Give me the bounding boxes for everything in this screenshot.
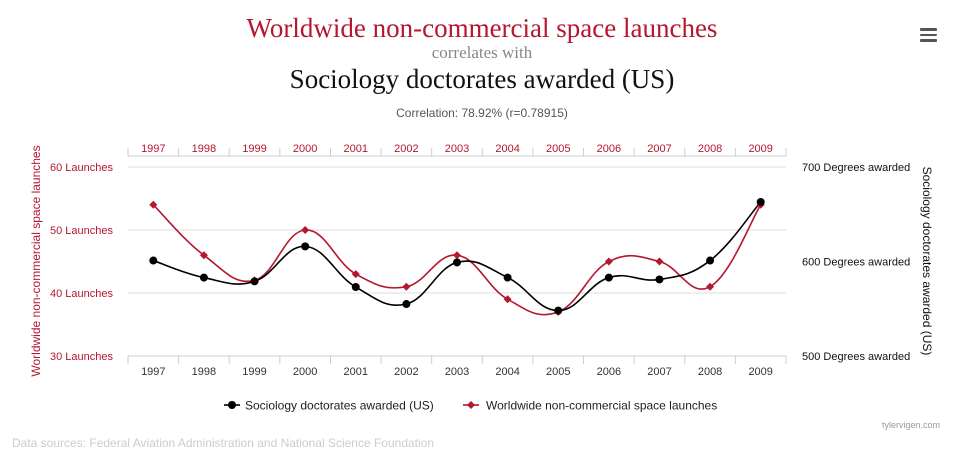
point-doctorates-2004[interactable] bbox=[503, 273, 512, 282]
point-launches-2003[interactable] bbox=[453, 251, 461, 260]
legend-label-launches[interactable]: Worldwide non-commercial space launches bbox=[486, 399, 717, 413]
point-launches-2000[interactable] bbox=[301, 226, 310, 234]
point-launches-1997[interactable] bbox=[149, 200, 158, 209]
y-right-label-600: 600 Degrees awarded bbox=[802, 257, 910, 269]
y-right-title: Sociology doctorates awarded (US) bbox=[920, 167, 934, 356]
point-doctorates-2005[interactable] bbox=[554, 306, 563, 315]
chart-title-block: Worldwide non-commercial space launches … bbox=[0, 12, 964, 96]
title-correlates-with: correlates with bbox=[431, 43, 533, 62]
y-left-label-60: 60 Launches bbox=[50, 162, 113, 174]
point-launches-2006[interactable] bbox=[604, 257, 613, 266]
data-sources: Data sources: Federal Aviation Administr… bbox=[12, 436, 435, 450]
x-label-bottom-2007: 2007 bbox=[647, 366, 671, 378]
x-label-bottom-1998: 1998 bbox=[192, 366, 216, 378]
point-doctorates-2009[interactable] bbox=[756, 197, 765, 206]
x-label-bottom-1997: 1997 bbox=[141, 366, 165, 378]
x-label-bottom-2006: 2006 bbox=[597, 366, 621, 378]
y-left-title: Worldwide non-commercial space launches bbox=[29, 145, 43, 376]
x-label-top-1999: 1999 bbox=[242, 143, 266, 155]
x-label-top-2003: 2003 bbox=[445, 143, 469, 155]
point-doctorates-2000[interactable] bbox=[301, 242, 310, 251]
point-doctorates-2006[interactable] bbox=[604, 273, 613, 282]
x-label-top-2007: 2007 bbox=[647, 143, 671, 155]
legend-marker-doctorates[interactable] bbox=[228, 401, 236, 409]
point-doctorates-1997[interactable] bbox=[149, 256, 158, 265]
y-right-label-700: 700 Degrees awarded bbox=[802, 162, 910, 174]
y-left-label-40: 40 Launches bbox=[50, 288, 113, 300]
point-doctorates-2002[interactable] bbox=[402, 300, 411, 309]
point-doctorates-2001[interactable] bbox=[351, 283, 360, 292]
correlation-text: Correlation: 78.92% (r=0.78915) bbox=[396, 106, 568, 120]
point-doctorates-1998[interactable] bbox=[199, 273, 208, 282]
x-label-bottom-2005: 2005 bbox=[546, 366, 570, 378]
point-doctorates-2007[interactable] bbox=[655, 275, 664, 284]
x-label-top-2000: 2000 bbox=[293, 143, 317, 155]
x-label-bottom-2000: 2000 bbox=[293, 366, 317, 378]
point-doctorates-1999[interactable] bbox=[250, 277, 259, 286]
x-label-bottom-2009: 2009 bbox=[748, 366, 772, 378]
x-label-top-2001: 2001 bbox=[344, 143, 368, 155]
point-launches-2002[interactable] bbox=[402, 282, 411, 291]
point-launches-1998[interactable] bbox=[199, 251, 208, 260]
y-left-label-30: 30 Launches bbox=[50, 351, 113, 363]
point-doctorates-2003[interactable] bbox=[453, 258, 461, 267]
site-credit[interactable]: tylervigen.com bbox=[881, 420, 940, 430]
legend-marker-launches[interactable] bbox=[467, 401, 475, 409]
y-left-label-50: 50 Launches bbox=[50, 225, 113, 237]
x-label-bottom-2003: 2003 bbox=[445, 366, 469, 378]
point-launches-2008[interactable] bbox=[706, 282, 715, 291]
title-launches: Worldwide non-commercial space launches bbox=[246, 13, 718, 43]
legend-label-doctorates[interactable]: Sociology doctorates awarded (US) bbox=[245, 399, 434, 413]
point-launches-2001[interactable] bbox=[351, 270, 360, 279]
x-label-top-2006: 2006 bbox=[597, 143, 621, 155]
y-right-label-500: 500 Degrees awarded bbox=[802, 351, 910, 363]
point-doctorates-2008[interactable] bbox=[706, 256, 715, 265]
x-label-top-2002: 2002 bbox=[394, 143, 418, 155]
x-label-top-2004: 2004 bbox=[495, 143, 519, 155]
x-label-bottom-2008: 2008 bbox=[698, 366, 722, 378]
x-label-top-1998: 1998 bbox=[192, 143, 216, 155]
x-label-top-2008: 2008 bbox=[698, 143, 722, 155]
x-label-bottom-1999: 1999 bbox=[242, 366, 266, 378]
hamburger-menu-icon[interactable] bbox=[920, 28, 937, 42]
x-label-bottom-2004: 2004 bbox=[495, 366, 519, 378]
title-doctorates: Sociology doctorates awarded (US) bbox=[289, 64, 675, 94]
x-label-top-2009: 2009 bbox=[748, 143, 772, 155]
x-label-bottom-2001: 2001 bbox=[344, 366, 368, 378]
x-label-bottom-2002: 2002 bbox=[394, 366, 418, 378]
x-label-top-2005: 2005 bbox=[546, 143, 570, 155]
point-launches-2004[interactable] bbox=[503, 295, 512, 304]
point-launches-2007[interactable] bbox=[655, 257, 664, 266]
x-label-top-1997: 1997 bbox=[141, 143, 165, 155]
